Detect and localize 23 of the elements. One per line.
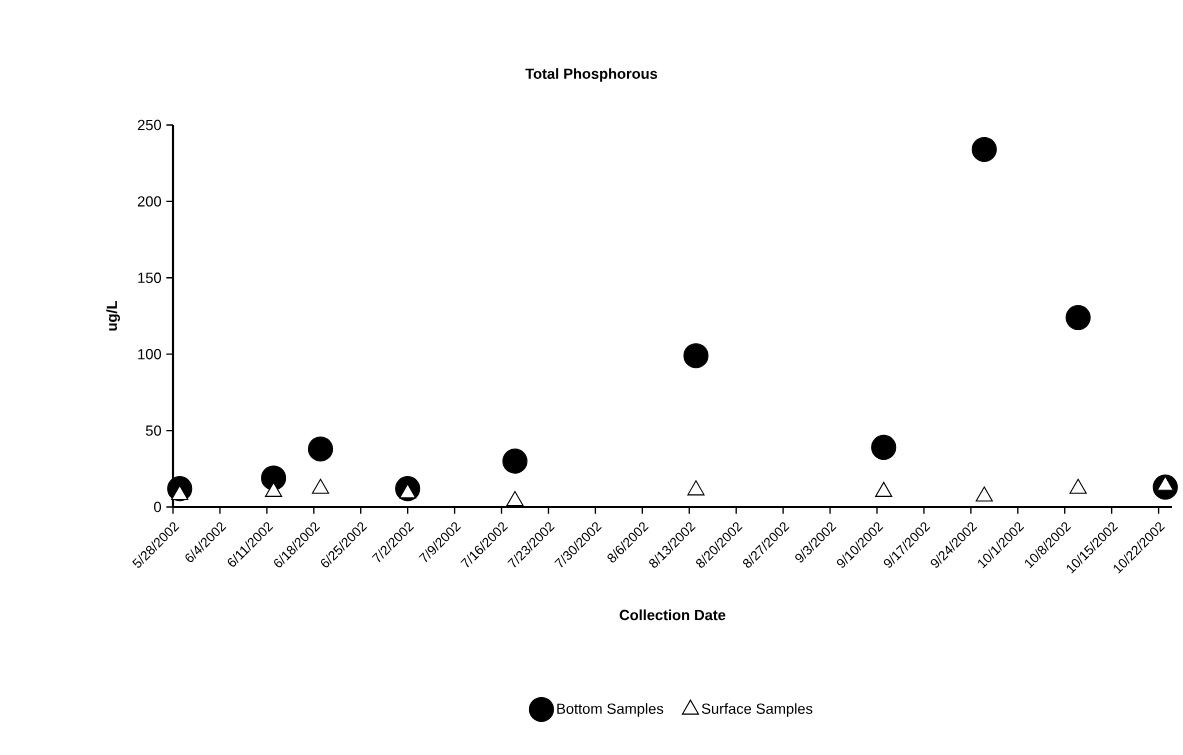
chart-title: Total Phosphorous	[525, 68, 658, 82]
point	[311, 478, 330, 494]
point	[871, 434, 897, 460]
x-axis-title: Collection Date	[619, 609, 726, 621]
point	[1069, 478, 1087, 494]
point	[683, 343, 709, 369]
y-tick-label: 250	[137, 119, 162, 131]
point	[1065, 304, 1091, 331]
y-tick-label: 200	[137, 196, 162, 207]
point	[875, 481, 893, 497]
y-tick-label: 0	[154, 501, 162, 513]
point	[975, 486, 993, 502]
point	[264, 481, 283, 497]
y-tick-label: 100	[138, 349, 162, 360]
y-tick-label: 150	[138, 272, 162, 283]
legend-label: Surface Samples	[701, 703, 813, 717]
point	[502, 448, 528, 474]
point	[687, 480, 705, 496]
legend-label: Bottom Samples	[557, 703, 664, 717]
point	[506, 491, 524, 507]
point	[307, 436, 334, 462]
y-tick-label: 50	[145, 425, 162, 436]
y-axis-title: ug/L	[106, 300, 121, 331]
